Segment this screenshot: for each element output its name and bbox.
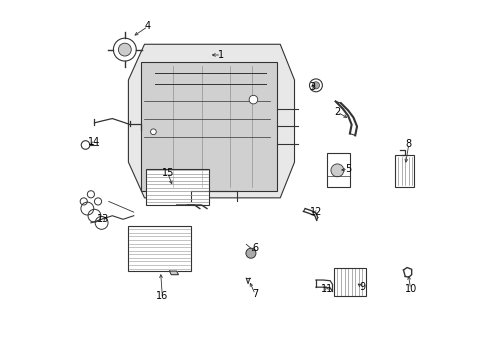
FancyBboxPatch shape xyxy=(326,153,349,187)
Polygon shape xyxy=(128,44,294,198)
Polygon shape xyxy=(169,271,178,275)
Text: 6: 6 xyxy=(252,243,258,253)
Text: 13: 13 xyxy=(97,214,109,224)
Text: 16: 16 xyxy=(156,291,168,301)
Circle shape xyxy=(81,141,90,149)
Text: 4: 4 xyxy=(144,21,151,31)
Text: 12: 12 xyxy=(309,207,322,217)
Circle shape xyxy=(150,129,156,135)
Text: 15: 15 xyxy=(161,168,174,178)
Text: 7: 7 xyxy=(252,289,258,299)
Circle shape xyxy=(309,79,322,92)
FancyBboxPatch shape xyxy=(146,169,208,205)
Circle shape xyxy=(312,82,319,89)
FancyBboxPatch shape xyxy=(128,226,190,271)
Circle shape xyxy=(245,248,255,258)
Circle shape xyxy=(113,38,136,61)
FancyBboxPatch shape xyxy=(333,267,365,296)
Text: 5: 5 xyxy=(344,164,350,174)
Circle shape xyxy=(330,164,343,177)
FancyBboxPatch shape xyxy=(394,155,413,187)
Circle shape xyxy=(118,43,131,56)
Text: 9: 9 xyxy=(359,282,365,292)
Text: 10: 10 xyxy=(404,284,416,294)
Text: 1: 1 xyxy=(218,50,224,60)
Text: 8: 8 xyxy=(405,139,411,149)
Circle shape xyxy=(248,95,257,104)
Text: 14: 14 xyxy=(88,138,101,148)
Text: 11: 11 xyxy=(320,284,332,294)
Text: 2: 2 xyxy=(334,107,340,117)
Text: 3: 3 xyxy=(309,82,315,92)
FancyBboxPatch shape xyxy=(141,62,276,191)
